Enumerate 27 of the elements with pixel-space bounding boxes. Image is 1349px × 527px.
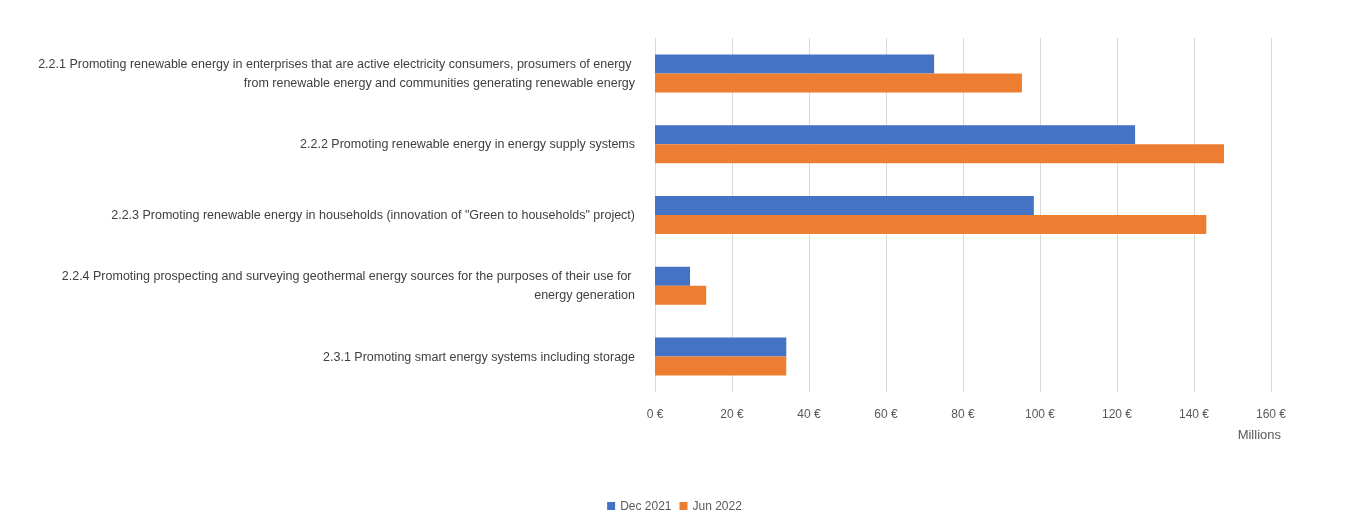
x-axis-title: Millions: [1237, 427, 1282, 442]
y-tick-label: 2.2.4 Promoting prospecting and surveying geothermal energy sources for the purposes of their use for energy generation: [61, 269, 636, 303]
bar: [655, 337, 787, 357]
x-tick-label: 80 €: [951, 407, 975, 421]
y-tick-label: 2.3.1 Promoting smart energy systems including storage: [323, 349, 636, 364]
bar: [655, 285, 707, 305]
bar: [655, 215, 1207, 234]
bar: [655, 196, 1034, 215]
bar: [655, 356, 787, 376]
x-tick-label: 0 €: [646, 407, 664, 421]
legend-label: Jun 2022: [692, 499, 743, 513]
x-tick-label: 160 €: [1255, 407, 1287, 421]
y-tick-label: 2.2.2 Promoting renewable energy in energy supply systems: [300, 137, 635, 152]
x-tick-label: 40 €: [797, 407, 821, 421]
bar: [655, 54, 935, 74]
y-tick-label: 2.2.1 Promoting renewable energy in enterprises that are active electricity consumers, prosumers of energy from renewable energy and communities generating renewable energy: [38, 56, 636, 90]
bar: [655, 266, 691, 286]
bar: [655, 144, 1225, 164]
x-tick-label: 60 €: [874, 407, 898, 421]
y-tick-label: 2.2.3 Promoting renewable energy in households (innovation of "Green to households" project): [111, 208, 635, 222]
x-tick-label: 140 €: [1178, 407, 1210, 421]
legend-label: Dec 2021: [620, 499, 672, 513]
bar: [655, 73, 1022, 93]
bar: [655, 125, 1136, 145]
x-tick-label: 20 €: [720, 407, 744, 421]
x-tick-label: 100 €: [1024, 407, 1056, 421]
x-tick-label: 120 €: [1101, 407, 1133, 421]
